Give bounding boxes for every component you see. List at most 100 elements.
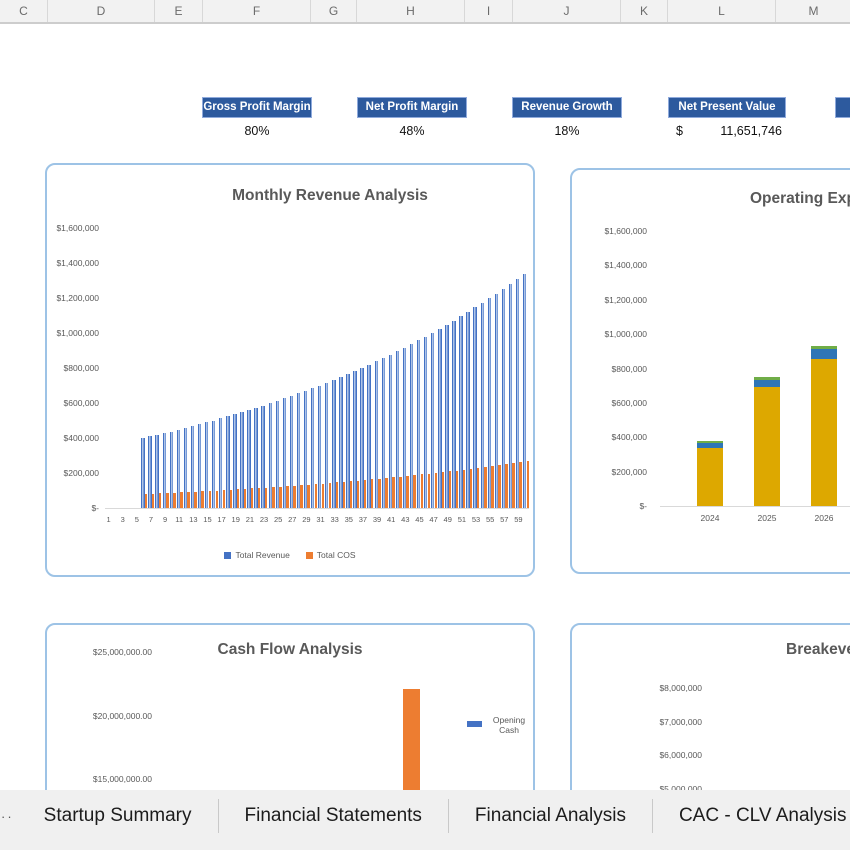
x-axis-label: 2026 xyxy=(814,513,834,523)
revenue-bar xyxy=(424,336,428,508)
operating-expenses-chart[interactable]: Operating Expe $1,600,000 $1,400,000 $1,20… xyxy=(570,168,850,574)
cos-bar xyxy=(166,493,169,508)
x-axis-label: 11 xyxy=(175,515,184,524)
opex-stack-segment xyxy=(811,348,837,360)
chart-legend: Total Revenue Total COS xyxy=(47,550,533,560)
revenue-bar xyxy=(332,379,336,508)
cos-bar xyxy=(364,479,367,508)
column-header-J[interactable]: J xyxy=(513,0,621,22)
legend-swatch xyxy=(224,551,232,559)
cos-bar xyxy=(484,466,487,508)
cos-bar xyxy=(399,476,402,508)
cos-bar xyxy=(356,480,360,508)
revenue-bar xyxy=(409,344,414,508)
revenue-bar xyxy=(381,358,385,508)
cos-bar xyxy=(519,462,522,508)
cos-bar xyxy=(144,494,148,508)
revenue-bar xyxy=(339,376,343,508)
revenue-bar xyxy=(303,390,308,508)
cos-bar xyxy=(455,470,459,508)
x-axis-label: 23 xyxy=(259,515,269,524)
column-header-K[interactable]: K xyxy=(621,0,668,22)
x-axis-line xyxy=(105,508,529,509)
column-header-I[interactable]: I xyxy=(465,0,513,22)
y-axis-label: $600,000 xyxy=(611,398,647,408)
revenue-bar xyxy=(226,416,230,508)
revenue-bar xyxy=(395,351,400,508)
cos-bar xyxy=(526,461,529,508)
y-axis-label: $- xyxy=(639,501,647,512)
x-axis-label: 51 xyxy=(457,515,467,524)
x-axis-label: 15 xyxy=(203,515,212,524)
y-axis-label: $200,000 xyxy=(63,468,99,478)
sheet-tab-cac-clv-analysis[interactable]: CAC - CLV Analysis xyxy=(678,805,847,826)
column-header-E[interactable]: E xyxy=(155,0,203,22)
column-header-F[interactable]: F xyxy=(203,0,311,22)
chart-title: Monthly Revenue Analysis xyxy=(232,187,428,204)
sheet-tab-bar: ·· Startup Summary Financial Statements Fin… xyxy=(0,790,850,850)
y-axis-label: $8,000,000 xyxy=(659,683,702,693)
opex-stack-segment xyxy=(697,447,723,506)
revenue-bar xyxy=(197,424,202,508)
column-header-C[interactable]: C xyxy=(0,0,48,22)
column-header-G[interactable]: G xyxy=(311,0,357,22)
revenue-bar xyxy=(416,340,421,508)
y-axis-label: $15,000,000.00 xyxy=(92,774,152,784)
opex-stack-segment xyxy=(697,441,723,443)
cos-bar xyxy=(314,484,317,508)
cos-bar xyxy=(250,488,254,508)
revenue-bar xyxy=(212,420,216,508)
revenue-bar xyxy=(501,288,506,508)
cos-bar xyxy=(187,491,190,508)
x-axis-label: 9 xyxy=(162,515,168,524)
revenue-bar xyxy=(155,434,159,508)
column-header-D[interactable]: D xyxy=(48,0,155,22)
revenue-bar xyxy=(494,293,499,508)
column-header-L[interactable]: L xyxy=(668,0,776,22)
cos-bar xyxy=(208,490,211,508)
kpi-badge-0: Gross Profit Margin xyxy=(202,97,312,118)
sheet-tab-startup-summary[interactable]: Startup Summary xyxy=(43,805,192,826)
cos-bar xyxy=(342,481,346,508)
cos-bar xyxy=(300,485,303,508)
chart-title: Breakeven xyxy=(786,641,850,658)
x-axis-label: 5 xyxy=(134,515,139,524)
x-axis-label: 41 xyxy=(387,515,396,524)
y-axis-label: $200,000 xyxy=(611,466,647,477)
cos-bar xyxy=(194,491,197,508)
column-header-M[interactable]: M xyxy=(776,0,850,22)
revenue-bar xyxy=(282,398,287,508)
cos-bar xyxy=(265,487,268,508)
cos-bar xyxy=(180,492,183,508)
sheet-tab-financial-statements[interactable]: Financial Statements xyxy=(244,805,422,826)
kpi-badge-3: Net Present Value xyxy=(668,97,786,118)
y-axis-label: $400,000 xyxy=(63,433,99,443)
x-axis-label: 29 xyxy=(302,515,311,524)
revenue-bar xyxy=(275,400,279,508)
y-axis-label: $800,000 xyxy=(63,363,99,373)
revenue-bar xyxy=(233,414,237,508)
column-header-H[interactable]: H xyxy=(357,0,465,22)
cos-bar xyxy=(462,469,466,508)
x-axis-label: 19 xyxy=(231,515,240,524)
revenue-bar xyxy=(466,312,470,508)
chart-title: Operating Expe xyxy=(750,190,850,207)
x-axis-label: 13 xyxy=(189,515,198,524)
cos-bar xyxy=(321,483,324,508)
revenue-bar xyxy=(431,332,435,508)
revenue-bar xyxy=(367,364,371,508)
kpi-value-0: 80% xyxy=(244,124,270,138)
y-axis-label: $800,000 xyxy=(611,363,647,374)
monthly-revenue-chart[interactable]: Monthly Revenue Analysis $1,600,000 $1,40… xyxy=(45,163,535,577)
kpi-value-3: $11,651,746 xyxy=(676,124,782,138)
opex-stack-segment xyxy=(754,387,780,506)
x-axis-label: 3 xyxy=(120,515,125,524)
x-axis-label: 7 xyxy=(148,515,153,524)
sheet-tab-financial-analysis[interactable]: Financial Analysis xyxy=(474,805,626,826)
opex-stack-segment xyxy=(811,346,837,349)
revenue-bar xyxy=(402,347,407,508)
tab-overflow-dots[interactable]: ·· xyxy=(1,808,14,824)
cos-bar xyxy=(385,478,388,508)
cos-bar xyxy=(229,489,233,508)
